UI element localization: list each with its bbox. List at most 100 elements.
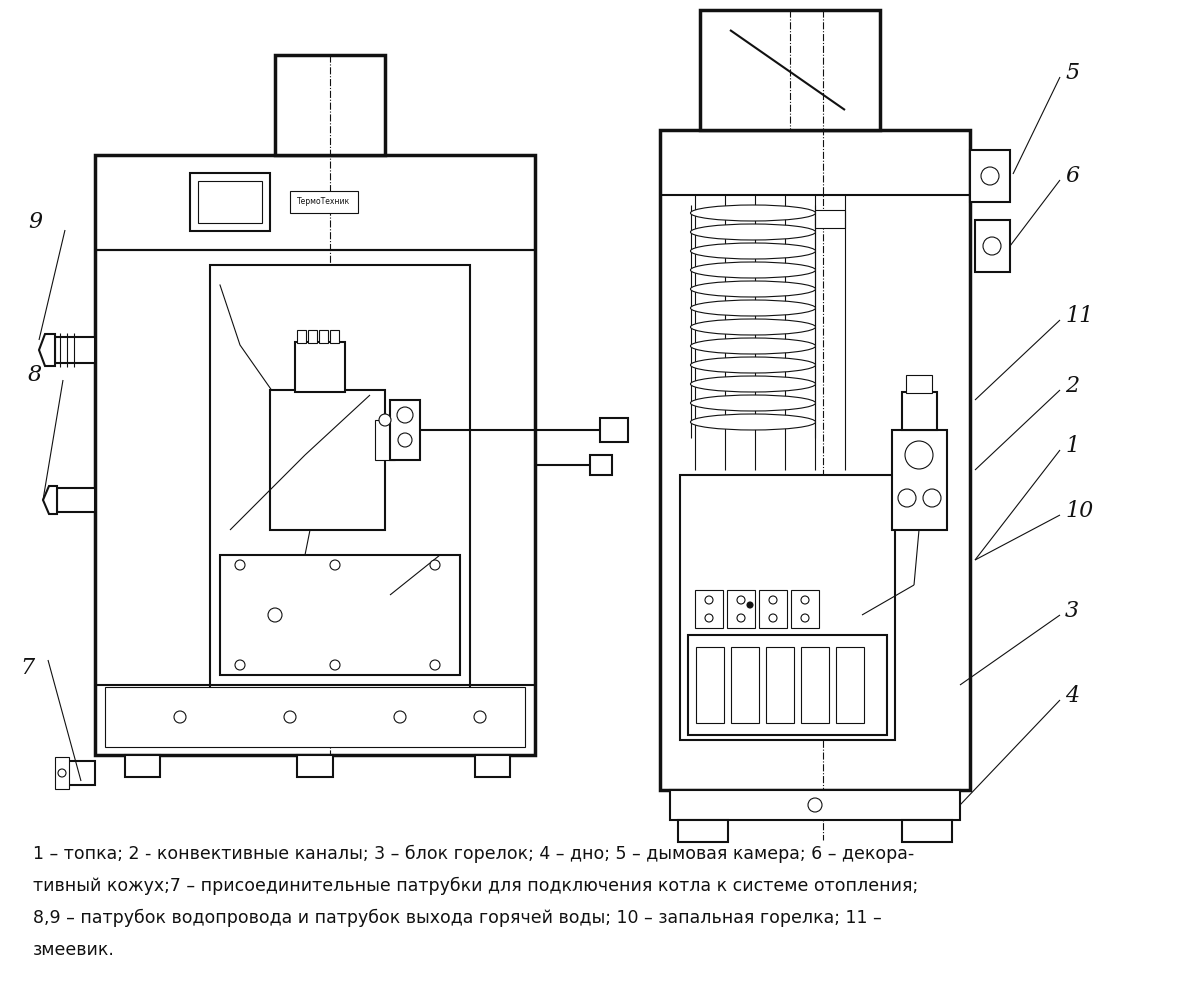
Ellipse shape <box>690 205 816 221</box>
Bar <box>678 820 728 842</box>
Ellipse shape <box>690 414 816 430</box>
Bar <box>801 647 829 723</box>
Circle shape <box>737 596 745 604</box>
Circle shape <box>808 798 822 812</box>
Circle shape <box>704 614 713 622</box>
Bar <box>319 330 328 343</box>
Ellipse shape <box>690 338 816 354</box>
Text: 8,9 – патрубок водопровода и патрубок выхода горячей воды; 10 – запальная горелк: 8,9 – патрубок водопровода и патрубок вы… <box>33 909 881 927</box>
Text: 2: 2 <box>1064 375 1079 397</box>
Bar <box>190 173 270 231</box>
Ellipse shape <box>690 243 816 259</box>
Bar <box>330 330 338 343</box>
Circle shape <box>397 407 413 423</box>
Bar <box>765 647 794 723</box>
Circle shape <box>769 614 777 622</box>
Circle shape <box>983 237 1001 255</box>
Circle shape <box>905 441 933 469</box>
Bar <box>688 635 887 735</box>
Circle shape <box>474 711 486 723</box>
Ellipse shape <box>690 395 816 411</box>
Circle shape <box>748 602 753 608</box>
Bar <box>309 330 317 343</box>
Bar <box>297 755 332 777</box>
Bar <box>696 647 724 723</box>
Bar <box>245 598 263 614</box>
Text: 6: 6 <box>1064 165 1079 187</box>
Bar <box>105 687 525 747</box>
Bar <box>55 337 94 363</box>
Bar <box>970 150 1009 202</box>
Circle shape <box>268 608 282 622</box>
Circle shape <box>283 711 295 723</box>
Circle shape <box>330 660 340 670</box>
Polygon shape <box>39 334 55 366</box>
Bar <box>670 790 960 820</box>
Circle shape <box>769 596 777 604</box>
Circle shape <box>431 660 440 670</box>
Bar <box>975 220 1009 272</box>
Circle shape <box>898 489 916 507</box>
Bar <box>297 330 306 343</box>
Circle shape <box>704 596 713 604</box>
Bar <box>731 647 759 723</box>
Circle shape <box>330 560 340 570</box>
Text: змеевик.: змеевик. <box>33 941 115 959</box>
Bar <box>390 400 420 460</box>
Ellipse shape <box>690 319 816 335</box>
Circle shape <box>801 596 808 604</box>
Text: 9: 9 <box>28 211 42 233</box>
Text: 4: 4 <box>1064 685 1079 707</box>
Bar <box>126 755 160 777</box>
Circle shape <box>981 167 999 185</box>
Text: 1 – топка; 2 - конвективные каналы; 3 – блок горелок; 4 – дно; 5 – дымовая камер: 1 – топка; 2 - конвективные каналы; 3 – … <box>33 845 914 863</box>
Ellipse shape <box>690 262 816 278</box>
Bar <box>902 392 936 430</box>
Bar <box>727 590 755 628</box>
Circle shape <box>234 660 245 670</box>
Bar <box>240 590 289 630</box>
Bar <box>814 210 846 228</box>
Ellipse shape <box>690 281 816 297</box>
Bar <box>892 430 947 530</box>
Bar <box>759 590 787 628</box>
Bar <box>67 761 94 785</box>
Bar <box>681 475 895 740</box>
Circle shape <box>801 614 808 622</box>
Circle shape <box>923 489 941 507</box>
Bar <box>700 10 880 130</box>
Text: 11: 11 <box>1064 305 1093 327</box>
Circle shape <box>173 711 187 723</box>
Text: тивный кожух;7 – присоединительные патрубки для подключения котла к системе отоп: тивный кожух;7 – присоединительные патру… <box>33 877 919 895</box>
Text: 10: 10 <box>1064 500 1093 522</box>
Bar <box>220 555 460 675</box>
Bar <box>600 418 628 442</box>
Ellipse shape <box>690 300 816 316</box>
Bar <box>199 181 262 223</box>
Bar <box>289 191 358 213</box>
Bar <box>475 755 509 777</box>
Ellipse shape <box>690 224 816 240</box>
Circle shape <box>379 414 391 426</box>
Text: 3: 3 <box>1064 600 1079 622</box>
Ellipse shape <box>690 357 816 373</box>
Bar <box>836 647 864 723</box>
Circle shape <box>57 769 66 777</box>
Circle shape <box>234 560 245 570</box>
Bar <box>907 375 932 393</box>
Text: 8: 8 <box>28 364 42 386</box>
Polygon shape <box>43 486 57 514</box>
Circle shape <box>398 433 411 447</box>
Bar <box>55 757 69 789</box>
Text: 7: 7 <box>20 657 35 679</box>
Bar <box>270 390 385 530</box>
Bar <box>210 265 470 695</box>
Circle shape <box>431 560 440 570</box>
Bar <box>590 455 612 475</box>
Bar <box>660 130 970 790</box>
Circle shape <box>737 614 745 622</box>
Circle shape <box>393 711 405 723</box>
Text: 1: 1 <box>1064 435 1079 457</box>
Bar <box>902 820 952 842</box>
Text: ТермоТехник: ТермоТехник <box>298 198 350 207</box>
